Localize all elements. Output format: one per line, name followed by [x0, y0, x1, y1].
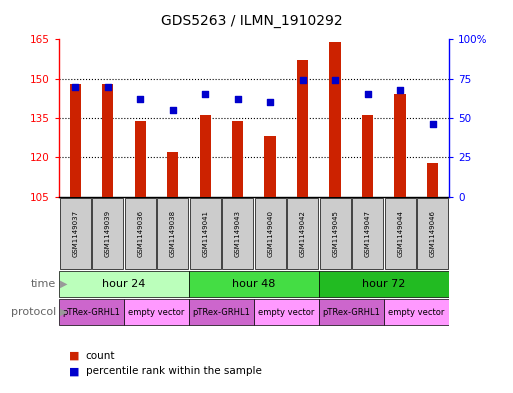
- Bar: [167, 152, 179, 197]
- Bar: [189, 271, 319, 297]
- Text: ■: ■: [69, 366, 80, 376]
- Point: [266, 99, 274, 105]
- Text: percentile rank within the sample: percentile rank within the sample: [86, 366, 262, 376]
- Point: [299, 77, 307, 83]
- Bar: [59, 299, 124, 325]
- Bar: [70, 84, 81, 197]
- Bar: [362, 116, 373, 197]
- Text: GSM1149042: GSM1149042: [300, 210, 306, 257]
- Text: time: time: [31, 279, 56, 289]
- Text: hour 48: hour 48: [232, 279, 275, 289]
- Text: empty vector: empty vector: [258, 308, 314, 316]
- Text: GSM1149043: GSM1149043: [234, 210, 241, 257]
- Bar: [125, 198, 156, 269]
- Text: GSM1149041: GSM1149041: [202, 210, 208, 257]
- Text: hour 72: hour 72: [362, 279, 406, 289]
- Text: GSM1149046: GSM1149046: [429, 210, 436, 257]
- Bar: [385, 198, 416, 269]
- Point: [201, 91, 209, 97]
- Text: GSM1149047: GSM1149047: [365, 210, 371, 257]
- Point: [428, 121, 437, 128]
- Bar: [329, 42, 341, 197]
- Bar: [384, 299, 449, 325]
- Text: pTRex-GRHL1: pTRex-GRHL1: [323, 308, 380, 316]
- Bar: [200, 116, 211, 197]
- Bar: [92, 198, 123, 269]
- Bar: [157, 198, 188, 269]
- Text: ▶: ▶: [60, 279, 68, 289]
- Text: count: count: [86, 351, 115, 361]
- Text: protocol: protocol: [11, 307, 56, 317]
- Text: GSM1149038: GSM1149038: [170, 210, 176, 257]
- Text: GSM1149039: GSM1149039: [105, 210, 111, 257]
- Point: [364, 91, 372, 97]
- Bar: [352, 198, 383, 269]
- Text: GDS5263 / ILMN_1910292: GDS5263 / ILMN_1910292: [161, 13, 342, 28]
- Text: pTRex-GRHL1: pTRex-GRHL1: [63, 308, 121, 316]
- Bar: [265, 136, 276, 197]
- Bar: [124, 299, 189, 325]
- Bar: [254, 198, 286, 269]
- Bar: [417, 198, 448, 269]
- Bar: [320, 198, 351, 269]
- Bar: [319, 271, 449, 297]
- Text: GSM1149037: GSM1149037: [72, 210, 78, 257]
- Point: [169, 107, 177, 113]
- Point: [396, 86, 404, 93]
- Bar: [287, 198, 318, 269]
- Bar: [190, 198, 221, 269]
- Point: [136, 96, 144, 102]
- Bar: [232, 121, 243, 197]
- Point: [71, 83, 80, 90]
- Bar: [427, 163, 438, 197]
- Text: GSM1149036: GSM1149036: [137, 210, 143, 257]
- Bar: [60, 198, 91, 269]
- Bar: [319, 299, 384, 325]
- Point: [233, 96, 242, 102]
- Bar: [297, 60, 308, 197]
- Text: empty vector: empty vector: [388, 308, 445, 316]
- Bar: [394, 94, 406, 197]
- Text: pTRex-GRHL1: pTRex-GRHL1: [192, 308, 250, 316]
- Bar: [222, 198, 253, 269]
- Point: [331, 77, 339, 83]
- Bar: [189, 299, 254, 325]
- Bar: [134, 121, 146, 197]
- Point: [104, 83, 112, 90]
- Bar: [254, 299, 319, 325]
- Text: GSM1149040: GSM1149040: [267, 210, 273, 257]
- Text: empty vector: empty vector: [128, 308, 185, 316]
- Text: ■: ■: [69, 351, 80, 361]
- Text: ▶: ▶: [60, 307, 68, 317]
- Text: hour 24: hour 24: [102, 279, 146, 289]
- Bar: [59, 271, 189, 297]
- Text: GSM1149044: GSM1149044: [397, 210, 403, 257]
- Text: GSM1149045: GSM1149045: [332, 210, 338, 257]
- Bar: [102, 84, 113, 197]
